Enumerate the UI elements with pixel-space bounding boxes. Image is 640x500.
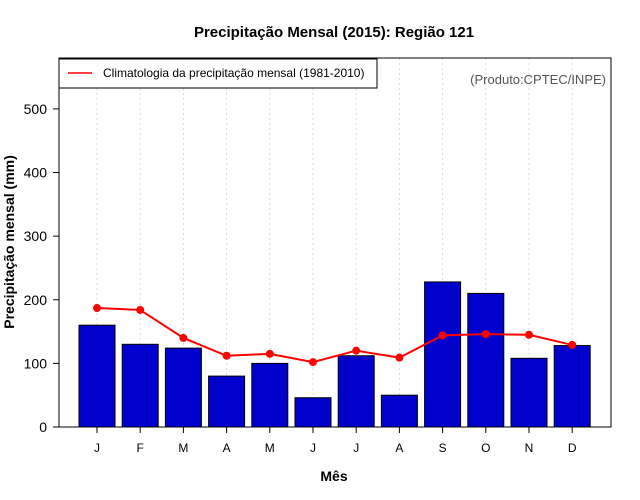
legend-label: Climatologia da precipitação mensal (198… <box>103 66 364 80</box>
climatology-point-3 <box>179 333 188 342</box>
x-tick-label: J <box>94 441 100 455</box>
bar-7 <box>337 355 375 428</box>
climatology-point-6 <box>309 358 317 367</box>
bar-8 <box>380 394 418 428</box>
bar-2 <box>121 343 159 428</box>
bar-12 <box>553 345 591 428</box>
climatology-line <box>96 307 573 364</box>
y-tick-label: 500 <box>24 101 48 117</box>
x-tick-label: A <box>223 441 231 455</box>
bar-series <box>78 281 591 428</box>
y-tick-label: 400 <box>24 165 48 181</box>
climatology-point-10 <box>481 330 490 339</box>
x-tick-label: M <box>178 441 188 455</box>
legend: Climatologia da precipitação mensal (198… <box>58 58 378 89</box>
y-axis-title: Precipitação mensal (mm) <box>1 155 17 329</box>
y-axis: 0 100 200 300 400 500 <box>24 101 59 435</box>
x-tick-label: A <box>395 441 403 455</box>
y-tick-label: 0 <box>39 419 47 435</box>
climatology-point-8 <box>395 353 404 362</box>
climatology-point-9 <box>438 331 447 340</box>
x-tick-label: S <box>439 441 447 455</box>
x-tick-label: J <box>310 441 316 455</box>
x-axis-title: Mês <box>320 468 347 484</box>
x-tick-label: F <box>137 441 144 455</box>
grid-lines <box>96 58 573 427</box>
climatology-point-1 <box>93 304 101 313</box>
legend-box <box>58 58 378 89</box>
bar-9 <box>424 281 462 428</box>
bar-1 <box>78 324 116 428</box>
credit-annotation: (Produto:CPTEC/INPE) <box>470 72 606 87</box>
bar-6 <box>294 397 332 428</box>
bar-11 <box>510 357 548 428</box>
plot-frame <box>58 57 612 428</box>
bar-10 <box>467 292 505 428</box>
chart-title: Precipitação Mensal (2015): Região 121 <box>194 24 474 41</box>
y-tick-label: 200 <box>24 292 48 308</box>
x-tick-label: O <box>481 441 490 455</box>
climatology-point-7 <box>352 346 361 355</box>
bar-3 <box>164 347 202 428</box>
x-tick-label: D <box>568 441 577 455</box>
y-tick-label: 100 <box>24 355 48 371</box>
climatology-point-5 <box>265 349 274 358</box>
x-tick-label: N <box>525 441 534 455</box>
climatology-line-series <box>93 304 577 367</box>
bar-4 <box>208 375 246 428</box>
climatology-point-2 <box>136 305 145 314</box>
climatology-point-4 <box>222 351 231 360</box>
x-tick-label: J <box>353 441 359 455</box>
climatology-point-12 <box>568 340 577 349</box>
x-tick-label: M <box>265 441 275 455</box>
bar-5 <box>251 362 289 428</box>
climatology-point-11 <box>525 330 533 339</box>
y-tick-label: 300 <box>24 228 48 244</box>
